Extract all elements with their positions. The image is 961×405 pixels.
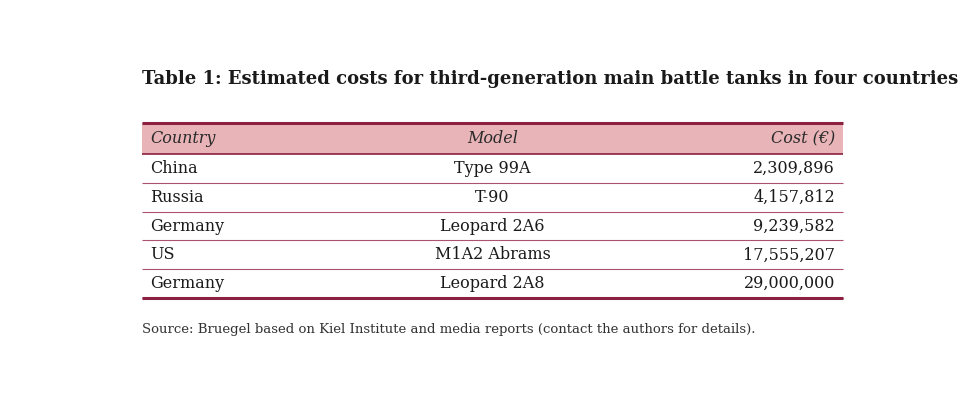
Text: Russia: Russia — [150, 189, 204, 206]
Text: 29,000,000: 29,000,000 — [744, 275, 835, 292]
Text: Source: Bruegel based on Kiel Institute and media reports (contact the authors f: Source: Bruegel based on Kiel Institute … — [142, 322, 756, 335]
Text: Germany: Germany — [150, 217, 224, 234]
Text: T-90: T-90 — [476, 189, 509, 206]
Text: 9,239,582: 9,239,582 — [753, 217, 835, 234]
Text: 17,555,207: 17,555,207 — [743, 246, 835, 263]
Text: Country: Country — [150, 130, 215, 147]
Text: Leopard 2A6: Leopard 2A6 — [440, 217, 545, 234]
Text: China: China — [150, 160, 198, 177]
Text: 4,157,812: 4,157,812 — [753, 189, 835, 206]
Text: Table 1: Estimated costs for third-generation main battle tanks in four countrie: Table 1: Estimated costs for third-gener… — [142, 70, 959, 88]
Text: Model: Model — [467, 130, 518, 147]
Text: M1A2 Abrams: M1A2 Abrams — [434, 246, 551, 263]
Text: Cost (€): Cost (€) — [771, 130, 835, 147]
Text: Leopard 2A8: Leopard 2A8 — [440, 275, 545, 292]
Text: US: US — [150, 246, 174, 263]
Text: Germany: Germany — [150, 275, 224, 292]
Text: 2,309,896: 2,309,896 — [753, 160, 835, 177]
Bar — [142, 124, 843, 154]
Text: Type 99A: Type 99A — [455, 160, 530, 177]
